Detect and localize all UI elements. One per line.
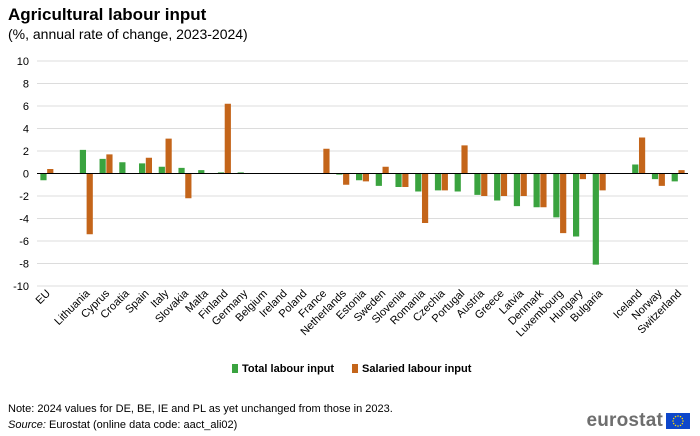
bar-total-Bulgaria [592,173,599,265]
bar-total-Croatia [119,162,126,174]
y-tick-label: 0 [23,169,29,181]
bar-salaried-Iceland [638,137,646,174]
flag-star [672,417,675,420]
bar-salaried-Lithuania [86,173,93,235]
bar-total-Estonia [356,173,363,181]
eurostat-logo: eurostat [586,410,690,432]
y-tick-labels: 10 8 6 4 2 0 -2 -4 -6 -8 -10 [13,56,29,293]
bar-salaried-Bulgaria [599,173,606,191]
bar-total-Latvia [513,173,521,207]
bar-total-Slovenia [395,173,402,187]
bar-chart: 10 8 6 4 2 0 -2 -4 -6 -8 -10 EU LithuaniaCyprusCroa… [13,56,688,375]
bar-total-Switzerland [671,173,678,182]
source-text: Eurostat (online data code: aact_ali02) [45,419,238,431]
bar-salaried-France [323,148,330,174]
bar-salaried-EU [47,169,54,174]
legend: Total labour input Salaried labour input [232,363,472,375]
flag-star [682,420,684,422]
bar-total-Italy [158,166,165,174]
flag-star [681,417,684,420]
bar-salaried-Sweden [382,166,389,174]
bar-salaried-Denmark [540,173,547,208]
y-tick-label: 6 [23,101,29,113]
bar-salaried-Italy [165,138,172,174]
bar-salaried-Luxembourg [560,173,567,234]
bar-salaried-Finland [224,103,231,174]
bar-total-Spain [139,163,146,174]
bar-total-Austria [474,173,481,195]
bar-salaried-Czechia [441,173,448,191]
y-tick-label: -4 [19,214,29,226]
x-tick-label: EU [34,288,53,307]
flag-star [677,425,679,427]
bar-total-Sweden [375,173,382,186]
source-line: Source: Eurostat (online data code: aact… [8,419,237,431]
footnote: Note: 2024 values for DE, BE, IE and PL … [8,403,393,415]
bar-salaried-Switzerland [678,170,685,174]
bar-salaried-Portugal [461,145,468,174]
bar-salaried-Slovenia [402,173,409,187]
legend-swatch [352,364,358,373]
bar-total-Lithuania [79,149,87,174]
chart-title: Agricultural labour input [8,5,207,24]
bar-total-Portugal [454,173,461,192]
flag-star [674,415,677,418]
eu-flag-icon [666,413,690,429]
bar-total-Malta [198,170,205,174]
flag-star [677,415,679,417]
y-tick-label: -2 [19,191,29,203]
bar-salaried-Slovakia [185,173,192,199]
legend-label: Salaried labour input [362,363,472,375]
bar-total-Czechia [434,173,442,191]
y-tick-label: -6 [19,236,29,248]
bars [40,103,685,265]
bar-total-Netherlands [336,173,343,175]
bar-salaried-Estonia [362,173,369,182]
flag-star [674,424,677,427]
source-label: Source: [8,419,46,431]
flag-star [681,422,684,425]
bar-salaried-Norway [658,173,665,186]
bar-total-EU [40,173,47,181]
bar-salaried-Romania [421,173,429,223]
flag-star [679,415,682,418]
flag-star [672,420,674,422]
bar-total-Germany [237,172,244,174]
bar-salaried-Spain [145,157,152,174]
bar-total-Slovakia [178,167,185,174]
chart-subtitle: (%, annual rate of change, 2023-2024) [8,26,248,42]
bar-salaried-Hungary [579,173,586,180]
bar-total-Norway [651,173,659,180]
flag-star [679,424,682,427]
y-tick-label: -8 [19,259,29,271]
bar-total-Greece [494,173,501,201]
x-tick-labels: EU LithuaniaCyprusCroatiaSpainItalySlovak… [34,287,685,339]
y-tick-label: -10 [13,281,29,293]
bar-salaried-Austria [481,173,488,196]
bar-total-Cyprus [99,158,106,174]
legend-label: Total labour input [242,363,334,375]
logo-text: eurostat [586,410,663,431]
bar-salaried-Latvia [520,173,527,196]
bar-salaried-Netherlands [343,173,350,185]
bar-total-Finland [217,172,225,174]
bar-salaried-Greece [500,173,508,196]
bar-total-Iceland [632,164,639,174]
y-tick-label: 4 [23,124,29,136]
y-tick-label: 8 [23,79,29,91]
grid-lines [37,60,688,287]
bar-total-Hungary [573,173,580,237]
y-tick-label: 10 [17,56,29,68]
bar-salaried-Cyprus [106,154,113,174]
bar-total-Romania [415,173,422,192]
bar-total-Denmark [533,173,540,208]
legend-swatch [232,364,238,373]
y-tick-label: 2 [23,146,29,158]
flag-star [672,422,675,425]
bar-total-Luxembourg [553,173,560,218]
